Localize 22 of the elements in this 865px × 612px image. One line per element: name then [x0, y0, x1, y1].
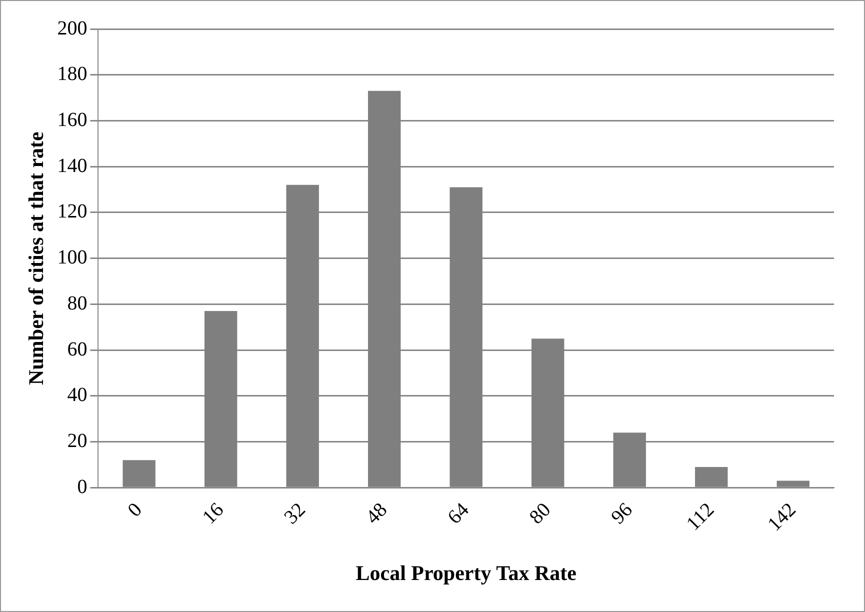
y-tick-label: 80 — [67, 292, 88, 314]
x-tick-label: 48 — [362, 498, 392, 528]
y-tick-label: 40 — [67, 384, 88, 406]
x-tick-label: 0 — [124, 498, 146, 522]
x-tick-label: 32 — [280, 498, 310, 528]
x-tick-label: 64 — [444, 498, 474, 528]
y-axis-title: Number of cities at that rate — [24, 132, 48, 385]
y-tick-label: 20 — [67, 430, 88, 452]
x-tick-label: 96 — [607, 498, 637, 528]
y-tick-label: 60 — [67, 338, 88, 360]
x-tick-label: 112 — [682, 498, 719, 536]
y-tick-label: 200 — [57, 17, 88, 40]
x-tick-label: 16 — [198, 498, 228, 528]
y-tick-label: 0 — [77, 476, 88, 498]
y-tick-label: 100 — [57, 246, 88, 269]
x-tick-label: 142 — [764, 498, 800, 536]
x-tick-label: 80 — [525, 498, 556, 528]
y-tick-label: 180 — [57, 63, 88, 86]
y-tick-label: 120 — [57, 200, 88, 223]
x-axis-title: Local Property Tax Rate — [356, 560, 576, 585]
y-tick-label: 160 — [57, 108, 88, 131]
y-tick-label: 140 — [57, 154, 88, 177]
